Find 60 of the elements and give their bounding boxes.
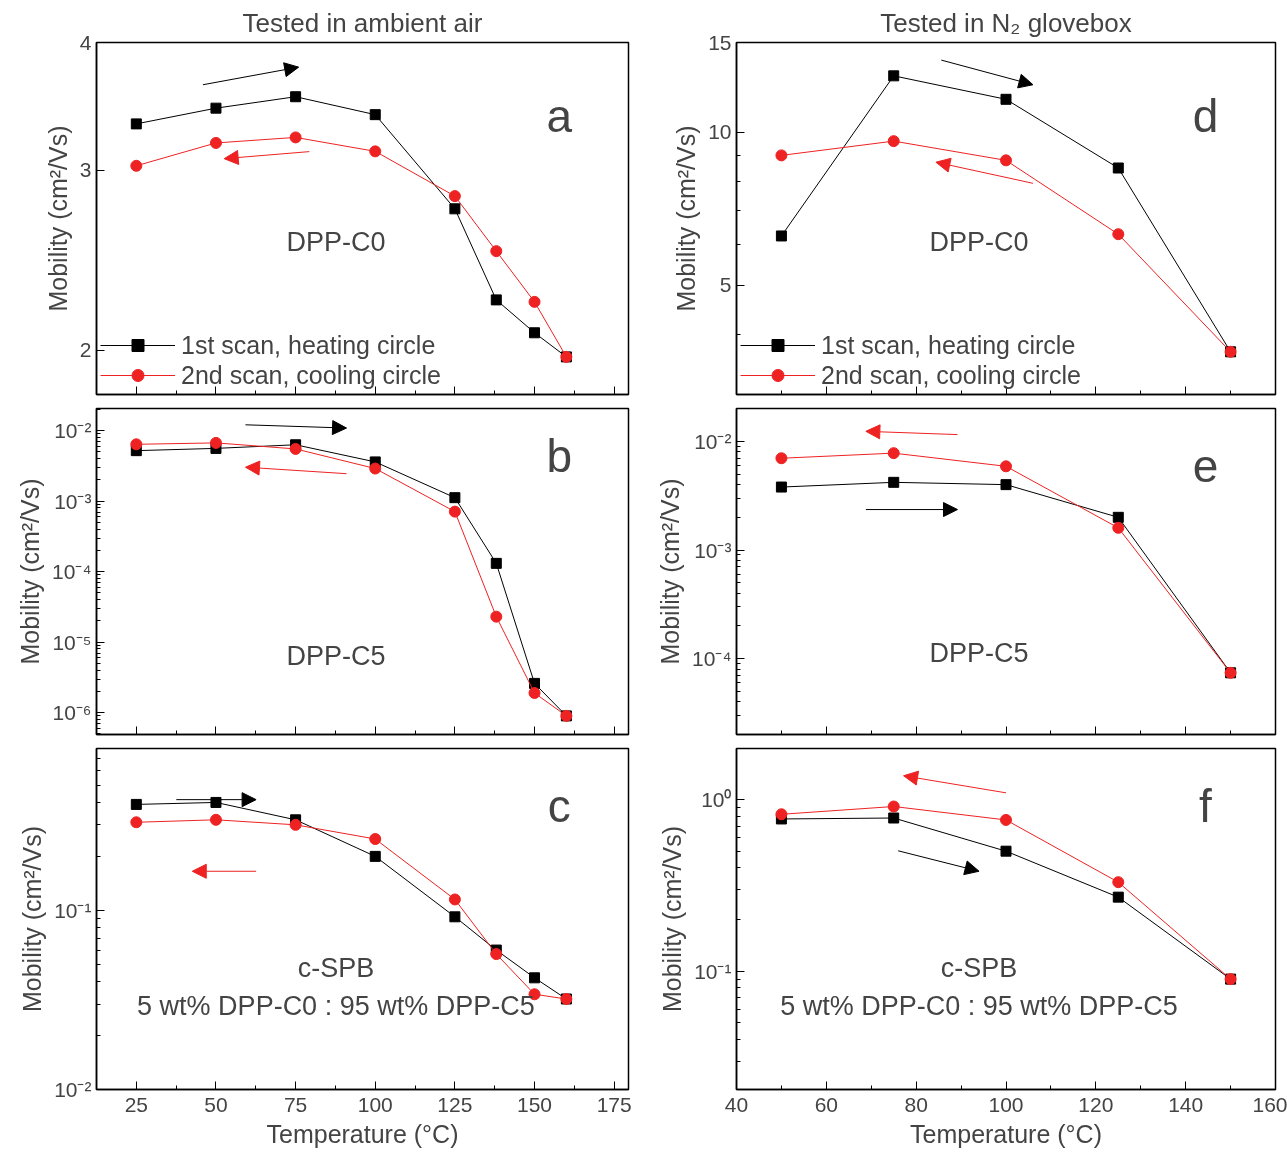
x-tick-label: 80 bbox=[904, 1092, 928, 1116]
x-axis-title: Temperature (°C) bbox=[266, 1119, 459, 1148]
x-tick-label: 40 bbox=[724, 1092, 749, 1116]
y-tick-label: 10⁻¹ bbox=[694, 959, 732, 983]
x-tick-label: 125 bbox=[437, 1092, 473, 1116]
annotation: b bbox=[546, 430, 573, 483]
y-tick-label: 10⁻³ bbox=[694, 538, 732, 562]
legend-label: 2nd scan, cooling circle bbox=[181, 360, 441, 390]
annotation: 5 wt% DPP-C0 : 95 wt% DPP-C5 bbox=[780, 991, 1178, 1022]
x-tick-label: 120 bbox=[1078, 1092, 1114, 1116]
annotation: f bbox=[1199, 779, 1213, 832]
y-axis-title: Mobility (cm²/Vs) bbox=[672, 125, 701, 312]
annotation: c-SPB bbox=[940, 952, 1018, 983]
y-tick-label: 4 bbox=[79, 30, 92, 54]
annotation: DPP-C5 bbox=[929, 637, 1029, 668]
y-tick-label: 10⁻⁴ bbox=[52, 560, 92, 584]
y-tick-label: 3 bbox=[79, 158, 92, 182]
annotation: DPP-C0 bbox=[286, 227, 386, 258]
legend-label: 1st scan, heating circle bbox=[821, 330, 1076, 360]
y-tick-label: 15 bbox=[708, 30, 732, 54]
y-tick-label: 10⁰ bbox=[701, 787, 732, 811]
y-tick-label: 10⁻³ bbox=[54, 489, 92, 513]
x-tick-label: 150 bbox=[517, 1092, 553, 1116]
annotation: DPP-C5 bbox=[286, 640, 386, 671]
y-tick-label: 5 bbox=[719, 273, 732, 297]
y-axis-title: Mobility (cm²/Vs) bbox=[16, 478, 45, 665]
annotation: e bbox=[1192, 440, 1219, 493]
y-tick-label: 2 bbox=[79, 338, 92, 362]
y-tick-label: 10⁻⁶ bbox=[52, 701, 92, 725]
legend-label: 2nd scan, cooling circle bbox=[821, 360, 1081, 390]
y-axis-title: Mobility (cm²/Vs) bbox=[43, 125, 72, 312]
x-tick-label: 100 bbox=[988, 1092, 1024, 1116]
chart-title: Tested in ambient air bbox=[242, 7, 483, 38]
y-tick-label: 10⁻² bbox=[54, 419, 92, 443]
x-tick-label: 100 bbox=[357, 1092, 393, 1116]
y-tick-label: 10⁻² bbox=[54, 1078, 92, 1101]
y-tick-label: 10 bbox=[708, 120, 732, 144]
x-tick-label: 75 bbox=[283, 1092, 308, 1116]
x-tick-label: 160 bbox=[1252, 1092, 1287, 1116]
annotation: c bbox=[547, 779, 571, 832]
y-tick-label: 10⁻⁴ bbox=[692, 647, 732, 671]
annotation: a bbox=[546, 90, 573, 143]
y-tick-label: 10⁻⁵ bbox=[52, 630, 92, 654]
annotation: c-SPB bbox=[297, 952, 375, 983]
x-tick-label: 140 bbox=[1168, 1092, 1204, 1116]
annotation: DPP-C0 bbox=[929, 227, 1029, 258]
y-axis-title: Mobility (cm²/Vs) bbox=[656, 478, 685, 665]
chart-title: Tested in N₂ glovebox bbox=[880, 7, 1132, 38]
x-tick-label: 60 bbox=[814, 1092, 839, 1116]
annotation: 5 wt% DPP-C0 : 95 wt% DPP-C5 bbox=[137, 991, 535, 1022]
y-axis-title: Mobility (cm²/Vs) bbox=[658, 825, 687, 1013]
y-axis-title: Mobility (cm²/Vs) bbox=[18, 825, 47, 1013]
x-tick-label: 50 bbox=[204, 1092, 228, 1116]
x-tick-label: 25 bbox=[124, 1092, 148, 1116]
y-tick-label: 10⁻¹ bbox=[54, 898, 92, 922]
annotation: d bbox=[1192, 90, 1219, 143]
x-axis-title: Temperature (°C) bbox=[910, 1119, 1102, 1148]
legend-label: 1st scan, heating circle bbox=[181, 330, 436, 360]
y-tick-label: 10⁻² bbox=[694, 429, 732, 453]
x-tick-label: 175 bbox=[596, 1092, 632, 1116]
